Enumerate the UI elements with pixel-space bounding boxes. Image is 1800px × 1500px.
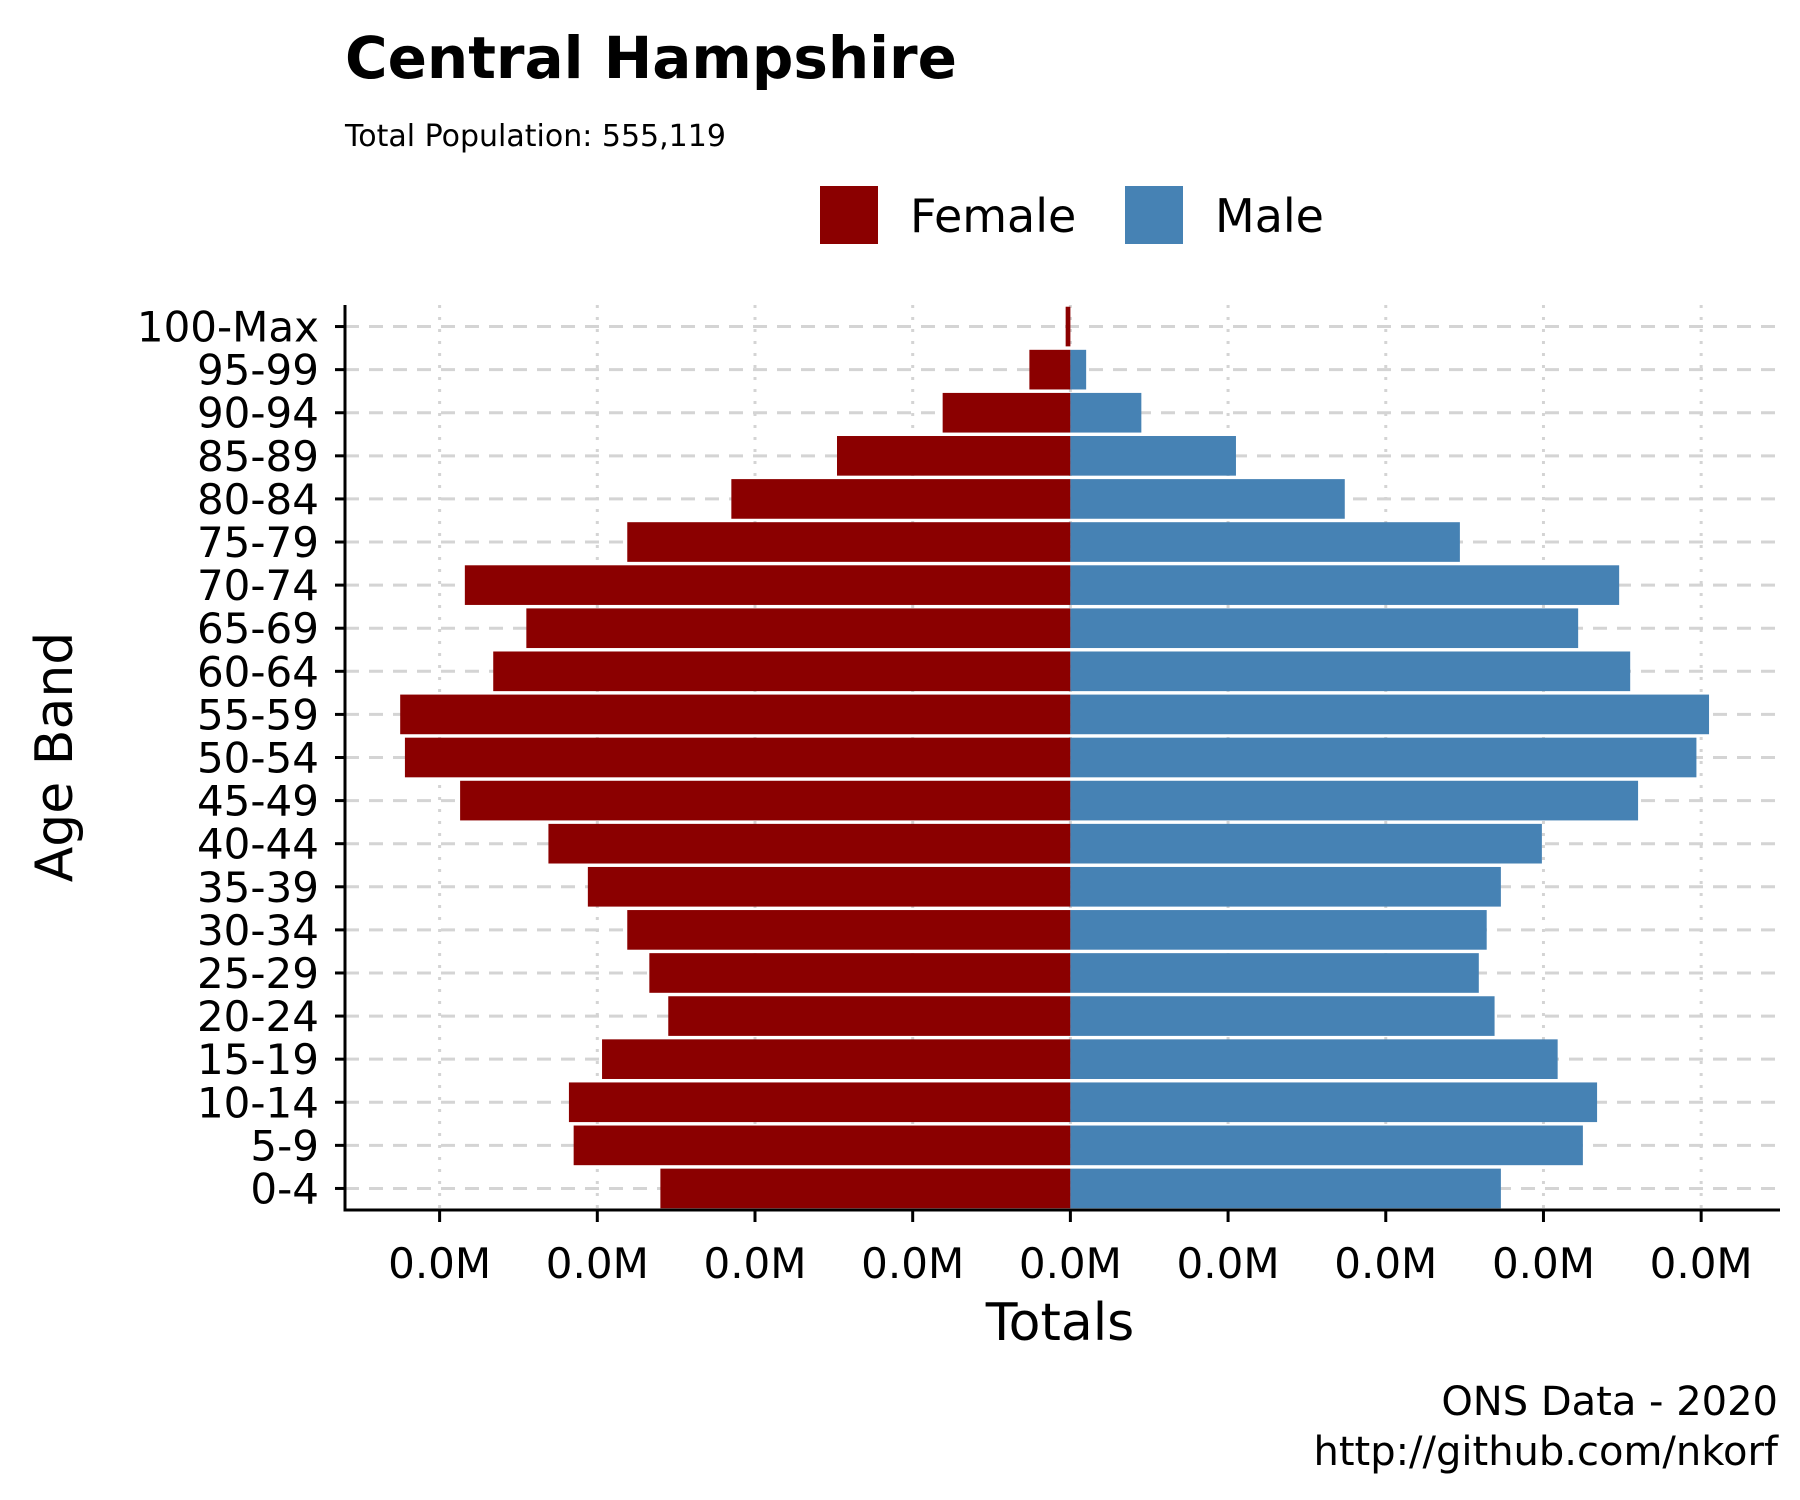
bar-female-65-69 [526, 608, 1071, 649]
y-tick-label: 0-4 [250, 1164, 319, 1213]
bar-female-5-9 [573, 1125, 1071, 1166]
x-axis-title: Totals [985, 1293, 1135, 1353]
y-axis-title: Age Band [25, 632, 85, 883]
y-tick-label: 85-89 [197, 432, 319, 481]
y-tick-label: 25-29 [197, 949, 319, 998]
bar-female-30-34 [627, 910, 1071, 950]
y-axis-ticks: 0-45-910-1415-1920-2425-2930-3435-3940-4… [137, 303, 345, 1213]
bar-female-80-84 [731, 479, 1071, 519]
bar-female-35-39 [587, 866, 1071, 907]
x-tick-label: 0.0M [1177, 1239, 1280, 1288]
bar-female-90-94 [942, 392, 1071, 433]
legend-label-male: Male [1215, 189, 1324, 243]
y-tick-label: 40-44 [197, 820, 319, 869]
y-tick-label: 30-34 [197, 906, 319, 955]
bar-female-55-59 [400, 694, 1071, 735]
y-tick-label: 50-54 [197, 734, 319, 783]
bar-male-35-39 [1070, 866, 1501, 907]
y-tick-label: 100-Max [137, 303, 319, 352]
y-tick-label: 70-74 [197, 561, 319, 610]
bar-female-85-89 [837, 436, 1071, 476]
y-tick-label: 90-94 [197, 389, 319, 438]
bar-female-95-99 [1029, 349, 1071, 390]
y-tick-label: 35-39 [197, 863, 319, 912]
bar-male-80-84 [1070, 479, 1345, 519]
x-tick-label: 0.0M [1492, 1239, 1595, 1288]
bar-male-0-4 [1070, 1168, 1501, 1209]
bar-male-50-54 [1070, 737, 1697, 778]
x-tick-label: 0.0M [1650, 1239, 1753, 1288]
bar-female-20-24 [668, 996, 1071, 1036]
y-tick-label: 45-49 [197, 777, 319, 826]
x-tick-label: 0.0M [1019, 1239, 1122, 1288]
legend-swatch-female [820, 186, 878, 244]
bar-male-20-24 [1070, 996, 1495, 1036]
x-tick-label: 0.0M [1334, 1239, 1437, 1288]
x-tick-label: 0.0M [703, 1239, 806, 1288]
legend-swatch-male [1125, 186, 1183, 244]
y-tick-label: 95-99 [197, 346, 319, 395]
chart-subtitle: Total Population: 555,119 [344, 119, 726, 154]
bar-male-25-29 [1070, 953, 1479, 993]
bar-female-0-4 [660, 1168, 1071, 1209]
bar-female-50-54 [404, 737, 1071, 778]
y-tick-label: 10-14 [197, 1078, 319, 1127]
bar-female-75-79 [627, 522, 1071, 562]
x-tick-label: 0.0M [388, 1239, 491, 1288]
bar-male-60-64 [1070, 651, 1631, 692]
caption-url: http://github.com/nkorf [1313, 1429, 1778, 1475]
bar-male-75-79 [1070, 522, 1460, 562]
legend: Female Male [820, 186, 1324, 244]
bar-male-30-34 [1070, 910, 1487, 950]
bar-female-10-14 [568, 1082, 1071, 1123]
bar-female-40-44 [548, 823, 1071, 864]
x-tick-label: 0.0M [546, 1239, 649, 1288]
y-tick-label: 75-79 [197, 518, 319, 567]
chart-title: Central Hampshire [345, 24, 957, 92]
bar-female-70-74 [464, 565, 1071, 605]
caption-source: ONS Data - 2020 [1441, 1379, 1778, 1425]
bar-male-90-94 [1070, 392, 1142, 433]
bar-male-40-44 [1070, 823, 1542, 864]
bar-female-100-Max [1065, 306, 1071, 347]
y-tick-label: 15-19 [197, 1035, 319, 1084]
x-axis-ticks: 0.0M 0.0M 0.0M 0.0M 0.0M 0.0M 0.0M 0.0M 0.0M [388, 1210, 1753, 1288]
bar-male-15-19 [1070, 1039, 1558, 1079]
bar-male-85-89 [1070, 436, 1236, 476]
y-tick-label: 80-84 [197, 475, 319, 524]
y-tick-label: 20-24 [197, 992, 319, 1041]
bars [400, 306, 1710, 1209]
bar-female-45-49 [460, 780, 1071, 821]
bar-male-70-74 [1070, 565, 1620, 605]
bar-male-55-59 [1070, 694, 1710, 735]
bar-male-45-49 [1070, 780, 1639, 821]
bar-female-60-64 [493, 651, 1071, 692]
bar-male-95-99 [1070, 349, 1087, 390]
bar-male-10-14 [1070, 1082, 1598, 1123]
y-tick-label: 55-59 [197, 690, 319, 739]
bar-female-15-19 [602, 1039, 1071, 1079]
bar-female-25-29 [649, 953, 1071, 993]
legend-label-female: Female [910, 189, 1076, 243]
bar-male-65-69 [1070, 608, 1579, 649]
y-tick-label: 60-64 [197, 647, 319, 696]
bar-male-5-9 [1070, 1125, 1583, 1166]
y-tick-label: 5-9 [250, 1121, 319, 1170]
y-tick-label: 65-69 [197, 604, 319, 653]
x-tick-label: 0.0M [861, 1239, 964, 1288]
